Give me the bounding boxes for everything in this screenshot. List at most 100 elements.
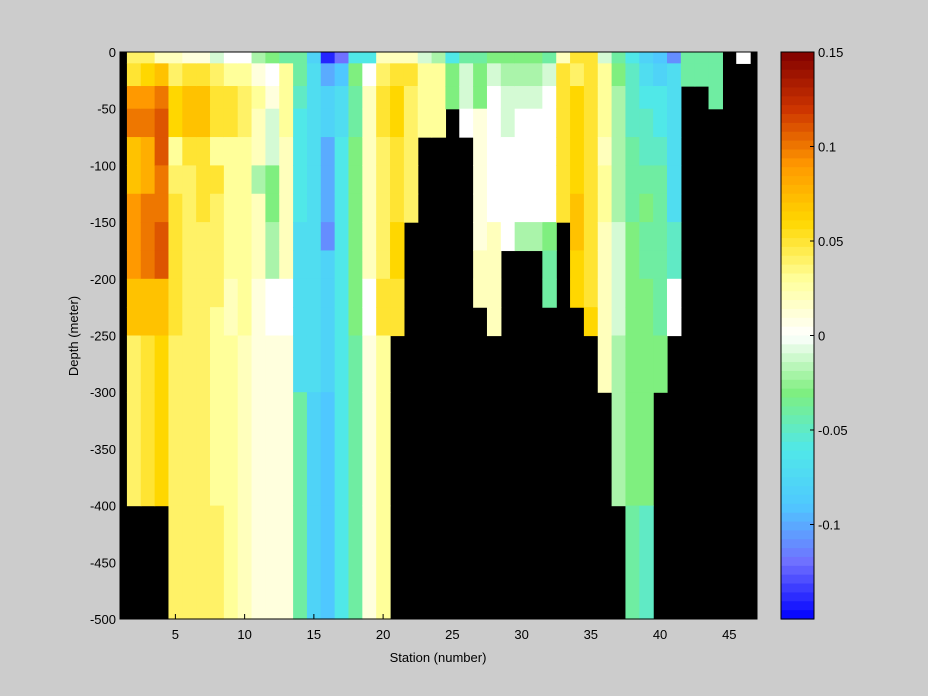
heatmap-cell (597, 52, 613, 64)
heatmap-cell (279, 193, 294, 223)
heatmap-cell (653, 165, 668, 195)
heatmap-cell (583, 193, 599, 223)
heatmap-cell (570, 86, 585, 110)
heatmap-cell (251, 52, 266, 64)
colorbar-segment (781, 601, 814, 611)
heatmap-cell (500, 222, 516, 252)
heatmap-cell (431, 108, 447, 138)
heatmap-cell (334, 193, 350, 223)
colorbar-segment (781, 432, 814, 443)
heatmap-cell (210, 52, 225, 64)
heatmap-cell (210, 278, 225, 308)
heatmap-cell (334, 505, 350, 620)
heatmap-cell (251, 505, 266, 620)
heatmap-cell (486, 137, 502, 166)
heatmap-cell (473, 222, 488, 252)
colorbar-segment (781, 548, 814, 558)
heatmap-cell (126, 108, 142, 138)
heatmap-cell (140, 193, 156, 223)
heatmap-cell (320, 505, 336, 620)
heatmap-cell (570, 193, 585, 223)
heatmap-cell (168, 307, 183, 337)
heatmap-cell (362, 108, 377, 138)
heatmap-cell (320, 250, 336, 280)
colorbar: 0.15 0.1 0.05 0 -0.05 -0.1 (780, 45, 848, 620)
heatmap-cell (528, 108, 543, 138)
heatmap-cell (556, 137, 571, 166)
heatmap-cell (251, 222, 266, 252)
colorbar-segment (781, 114, 814, 124)
heatmap-cell (666, 222, 682, 252)
heatmap-cell (223, 63, 239, 87)
heatmap-cell (570, 52, 585, 64)
heatmap-cell (362, 250, 377, 280)
heatmap-cell (390, 63, 405, 87)
heatmap-cell (182, 222, 197, 252)
heatmap-cell (154, 108, 170, 138)
heatmap-cell (694, 63, 710, 87)
heatmap-cell (500, 63, 516, 87)
heatmap-cell (154, 63, 170, 87)
heatmap-cell (403, 165, 419, 195)
colorbar-segment (781, 122, 814, 133)
heatmap-cell (542, 63, 557, 87)
heatmap-cell (611, 335, 627, 393)
colorbar-segment (781, 273, 814, 283)
colorbar-segment (781, 379, 814, 390)
heatmap-cell (528, 137, 543, 166)
y-tick-label: -200 (90, 272, 116, 287)
heatmap-cell (639, 392, 654, 507)
heatmap-cell (126, 307, 142, 337)
heatmap-cell (237, 307, 253, 337)
heatmap-cell (348, 86, 363, 110)
heatmap-cell (653, 52, 668, 64)
heatmap-cell (154, 165, 170, 195)
heatmap-cell (639, 86, 654, 110)
colorbar-segment (781, 583, 814, 594)
colorbar-segment (781, 424, 814, 434)
heatmap-cell (431, 52, 447, 64)
heatmap-cell (348, 392, 363, 507)
heatmap-cell (196, 193, 211, 223)
heatmap-cell (445, 63, 460, 87)
heatmap-cell (736, 52, 751, 64)
heatmap-cell (376, 307, 391, 337)
heatmap-cell (154, 137, 170, 166)
heatmap-cell (639, 222, 654, 252)
heatmap-cell (182, 165, 197, 195)
heatmap-cell (279, 63, 294, 87)
colorbar-tick-label: -0.05 (818, 423, 848, 438)
heatmap-cell (306, 505, 322, 620)
heatmap-cell (390, 52, 405, 64)
heatmap-cell (168, 392, 183, 507)
heatmap-cell (293, 63, 308, 87)
heatmap-cell (390, 250, 405, 280)
heatmap-cell (306, 137, 322, 166)
heatmap-cell (348, 278, 363, 308)
heatmap-cell (196, 250, 211, 280)
colorbar-segment (781, 131, 814, 142)
heatmap-cell (334, 137, 350, 166)
heatmap-cell (583, 108, 599, 138)
heatmap-cell (279, 307, 294, 337)
heatmap-cell (223, 108, 239, 138)
heatmap-cell (473, 86, 488, 110)
heatmap-cell (542, 52, 557, 64)
heatmap-cell (597, 193, 613, 223)
colorbar-segment (781, 87, 814, 97)
heatmap-cell (542, 165, 557, 195)
colorbar-segment (781, 264, 814, 275)
heatmap-cell (500, 52, 516, 64)
colorbar-segment (781, 362, 814, 372)
heatmap-cell (126, 278, 142, 308)
heatmap-cell (196, 86, 211, 110)
heatmap-cell (182, 307, 197, 337)
heatmap-cell (653, 86, 668, 110)
heatmap-cell (417, 52, 433, 64)
colorbar-segment (781, 486, 814, 496)
heatmap-cell (459, 52, 474, 64)
colorbar-segment (781, 300, 814, 310)
colorbar-segment (781, 78, 814, 89)
heatmap-cell (528, 52, 543, 64)
heatmap-cell (500, 108, 516, 138)
